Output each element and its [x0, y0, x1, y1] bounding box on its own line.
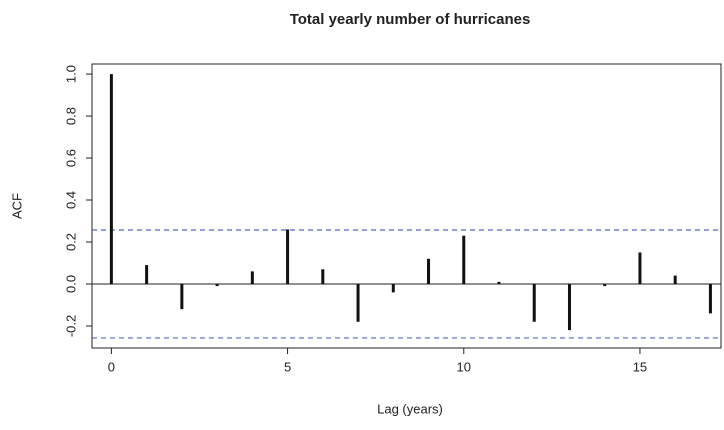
x-axis-label: Lag (years) [377, 401, 443, 416]
plot-frame [91, 63, 722, 349]
y-tick-label: 0.2 [63, 233, 78, 251]
y-tick-label: 0.0 [63, 275, 78, 293]
x-tick-label: 15 [633, 359, 647, 374]
y-tick-label: 0.8 [63, 107, 78, 125]
x-tick-label: 10 [457, 359, 471, 374]
x-tick-label: 5 [284, 359, 291, 374]
y-axis-label: ACF [9, 193, 24, 219]
y-tick-label: 0.6 [63, 149, 78, 167]
y-tick-label: 0.4 [63, 191, 78, 209]
chart-title: Total yearly number of hurricanes [290, 11, 531, 28]
y-tick-label: -0.2 [63, 315, 78, 337]
y-tick-label: 1.0 [63, 65, 78, 83]
x-tick-label: 0 [108, 359, 115, 374]
